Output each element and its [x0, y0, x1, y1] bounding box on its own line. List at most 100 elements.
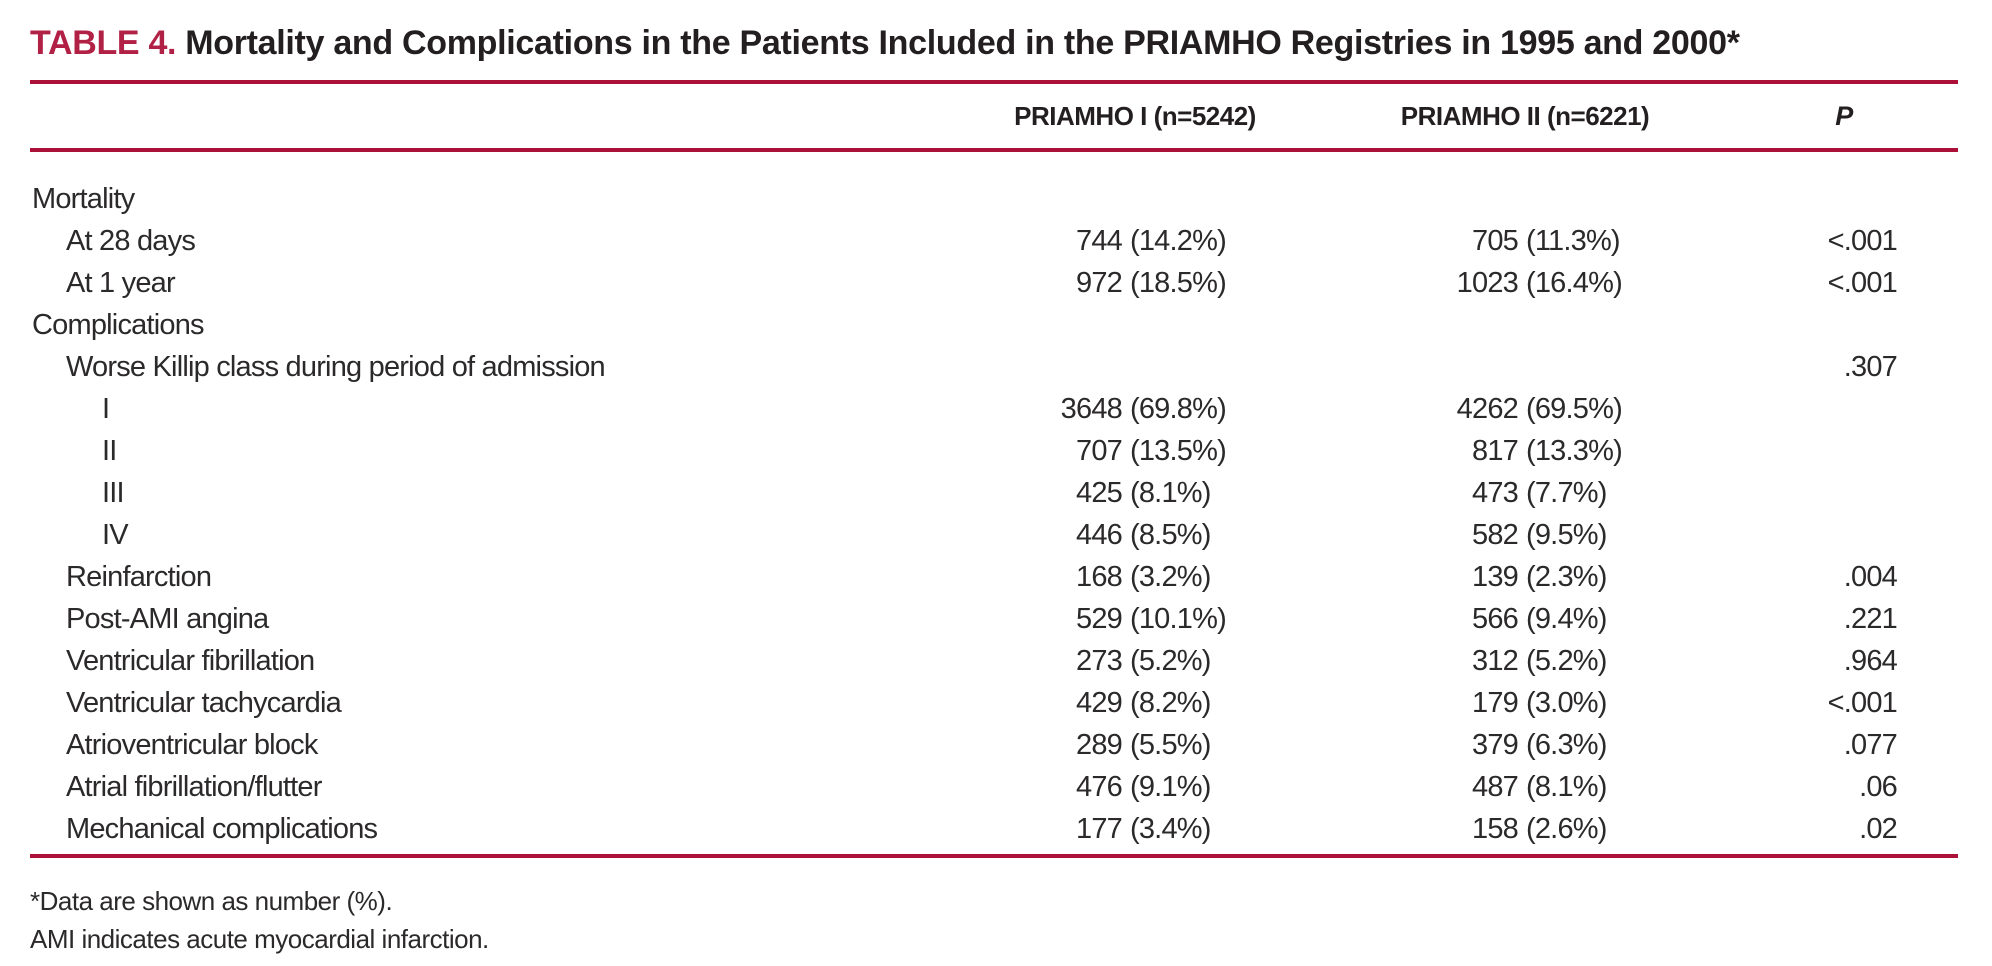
count-value: 487: [1472, 770, 1519, 803]
percent-value: (13.3%): [1526, 434, 1623, 467]
footnote-ami-abbreviation: AMI indicates acute myocardial infarctio…: [30, 924, 489, 954]
value-cell-priamho1: 168 (3.2%): [950, 561, 1320, 594]
column-header-row: PRIAMHO I (n=5242) PRIAMHO II (n=6221) P: [30, 84, 1958, 148]
percent-value: (16.4%): [1526, 266, 1623, 299]
row-label: Ventricular tachycardia: [66, 686, 342, 719]
table-footnotes: *Data are shown as number (%). AMI indic…: [30, 882, 1958, 958]
table-row-ventricular-tachycardia: Ventricular tachycardia 429 (8.2%) 179 (3.…: [30, 682, 1958, 724]
table-row-killip-iv: IV 446 (8.5%) 582 (9.5%): [30, 514, 1958, 556]
table-row-atrioventricular-block: Atrioventricular block 289 (5.5%) 379 (6.3…: [30, 724, 1958, 766]
count-value: 972: [1076, 266, 1123, 299]
row-label: Worse Killip class during period of admi…: [66, 350, 606, 383]
p-value-cell: <.001: [1827, 224, 1898, 257]
value-cell-priamho1: 289 (5.5%): [950, 729, 1320, 762]
row-label: Reinfarction: [66, 560, 212, 593]
table-4-container: TABLE 4. Mortality and Complications in t…: [30, 0, 1958, 958]
p-value-cell: .02: [1859, 812, 1898, 845]
count-value: 744: [1076, 224, 1123, 257]
percent-value: (8.1%): [1526, 770, 1607, 803]
value-cell-priamho2: 4262 (69.5%): [1320, 393, 1730, 426]
p-value-cell: <.001: [1827, 266, 1898, 299]
percent-value: (10.1%): [1130, 602, 1227, 635]
value-cell-priamho2: 705 (11.3%): [1320, 225, 1730, 258]
table-row-at-28-days: At 28 days 744 (14.2%) 705 (11.3%) <.001: [30, 220, 1958, 262]
row-label: Mortality: [32, 182, 135, 215]
count-value: 273: [1076, 644, 1123, 677]
table-row-killip-iii: III 425 (8.1%) 473 (7.7%): [30, 472, 1958, 514]
p-value-cell: .004: [1843, 560, 1898, 593]
value-cell-priamho1: 429 (8.2%): [950, 687, 1320, 720]
column-header-priamho2: PRIAMHO II (n=6221): [1400, 100, 1650, 131]
value-cell-priamho2: 817 (13.3%): [1320, 435, 1730, 468]
row-label: II: [102, 434, 117, 467]
value-cell-priamho2: 158 (2.6%): [1320, 813, 1730, 846]
percent-value: (18.5%): [1130, 266, 1227, 299]
table-row-mechanical-complications: Mechanical complications 177 (3.4%) 158 (2…: [30, 808, 1958, 850]
p-value-cell: .221: [1843, 602, 1898, 635]
percent-value: (5.2%): [1130, 644, 1211, 677]
value-cell-priamho2: 312 (5.2%): [1320, 645, 1730, 678]
value-cell-priamho1: 425 (8.1%): [950, 477, 1320, 510]
count-value: 379: [1472, 728, 1519, 761]
value-cell-priamho2: 179 (3.0%): [1320, 687, 1730, 720]
value-cell-priamho1: 446 (8.5%): [950, 519, 1320, 552]
row-label: Post-AMI angina: [66, 602, 269, 635]
percent-value: (7.7%): [1526, 476, 1607, 509]
count-value: 158: [1472, 812, 1519, 845]
count-value: 582: [1472, 518, 1519, 551]
row-label: Atrial fibrillation/flutter: [66, 770, 322, 803]
percent-value: (2.3%): [1526, 560, 1607, 593]
column-header-p-value: P: [1835, 100, 1853, 131]
table-row-mortality: Mortality: [30, 178, 1958, 220]
table-row-post-ami-angina: Post-AMI angina 529 (10.1%) 566 (9.4%) .22…: [30, 598, 1958, 640]
count-value: 312: [1472, 644, 1519, 677]
value-cell-priamho1: 177 (3.4%): [950, 813, 1320, 846]
percent-value: (69.8%): [1130, 392, 1227, 425]
value-cell-priamho1: 972 (18.5%): [950, 267, 1320, 300]
count-value: 529: [1076, 602, 1123, 635]
table-row-killip-ii: II 707 (13.5%) 817 (13.3%): [30, 430, 1958, 472]
percent-value: (8.1%): [1130, 476, 1211, 509]
count-value: 817: [1472, 434, 1519, 467]
count-value: 1023: [1456, 266, 1519, 299]
percent-value: (9.5%): [1526, 518, 1607, 551]
percent-value: (2.6%): [1526, 812, 1607, 845]
value-cell-priamho1: 3648 (69.8%): [950, 393, 1320, 426]
percent-value: (8.2%): [1130, 686, 1211, 719]
row-label: IV: [102, 518, 129, 551]
header-rule: [30, 148, 1958, 152]
row-label: Complications: [32, 308, 205, 341]
table-row-atrial-fibrillation-flutter: Atrial fibrillation/flutter 476 (9.1%) 48…: [30, 766, 1958, 808]
percent-value: (69.5%): [1526, 392, 1623, 425]
row-label: Ventricular fibrillation: [66, 644, 315, 677]
percent-value: (3.2%): [1130, 560, 1211, 593]
count-value: 168: [1076, 560, 1123, 593]
percent-value: (9.4%): [1526, 602, 1607, 635]
percent-value: (6.3%): [1526, 728, 1607, 761]
value-cell-priamho2: 582 (9.5%): [1320, 519, 1730, 552]
value-cell-priamho2: 566 (9.4%): [1320, 603, 1730, 636]
column-header-priamho1: PRIAMHO I (n=5242): [1014, 100, 1256, 131]
table-title: TABLE 4. Mortality and Complications in t…: [30, 0, 1958, 62]
percent-value: (14.2%): [1130, 224, 1227, 257]
table-row-worse-killip-class: Worse Killip class during period of admi…: [30, 346, 1958, 388]
percent-value: (9.1%): [1130, 770, 1211, 803]
value-cell-priamho1: 476 (9.1%): [950, 771, 1320, 804]
percent-value: (3.4%): [1130, 812, 1211, 845]
p-value-cell: .077: [1843, 728, 1898, 761]
row-label: At 28 days: [66, 224, 196, 257]
value-cell-priamho1: 529 (10.1%): [950, 603, 1320, 636]
value-cell-priamho2: 139 (2.3%): [1320, 561, 1730, 594]
row-label: Mechanical complications: [66, 812, 378, 845]
footnote-data-format: *Data are shown as number (%).: [30, 886, 393, 916]
value-cell-priamho1: 707 (13.5%): [950, 435, 1320, 468]
row-label: III: [102, 476, 125, 509]
value-cell-priamho1: 273 (5.2%): [950, 645, 1320, 678]
percent-value: (13.5%): [1130, 434, 1227, 467]
value-cell-priamho1: 744 (14.2%): [950, 225, 1320, 258]
count-value: 707: [1076, 434, 1123, 467]
top-rule: [30, 80, 1958, 84]
count-value: 429: [1076, 686, 1123, 719]
percent-value: (8.5%): [1130, 518, 1211, 551]
value-cell-priamho2: 487 (8.1%): [1320, 771, 1730, 804]
